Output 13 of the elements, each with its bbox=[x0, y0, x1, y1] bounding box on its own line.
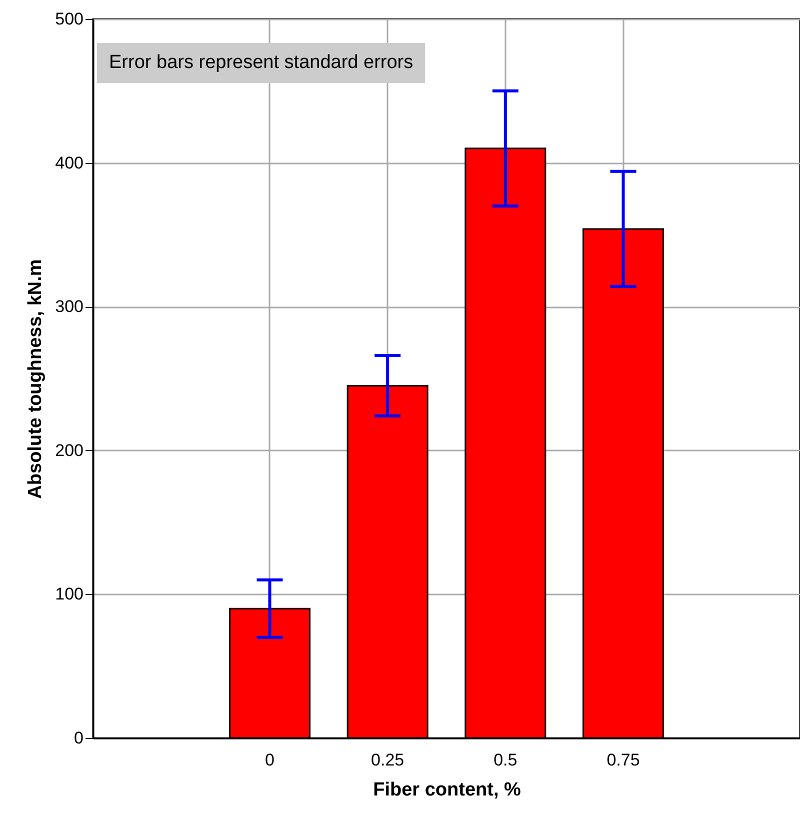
y-tick-label: 400 bbox=[55, 153, 84, 172]
x-tick-label: 0 bbox=[265, 750, 274, 770]
x-tick-label: 0.25 bbox=[371, 750, 404, 770]
x-tick-label: 0.75 bbox=[606, 750, 640, 770]
y-tick-label: 100 bbox=[55, 584, 84, 604]
annotation: Error bars represent standard errors bbox=[97, 43, 426, 83]
x-tick-label: 0.5 bbox=[494, 750, 518, 770]
y-tick-label: 0 bbox=[74, 728, 84, 748]
x-axis-title: Fiber content, % bbox=[373, 780, 521, 800]
y-axis-title: Absolute toughness, kN.m bbox=[25, 259, 46, 499]
y-tick-label: 200 bbox=[55, 440, 84, 460]
y-tick-label: 500 bbox=[55, 10, 84, 28]
y-tick-label: 300 bbox=[55, 297, 84, 316]
